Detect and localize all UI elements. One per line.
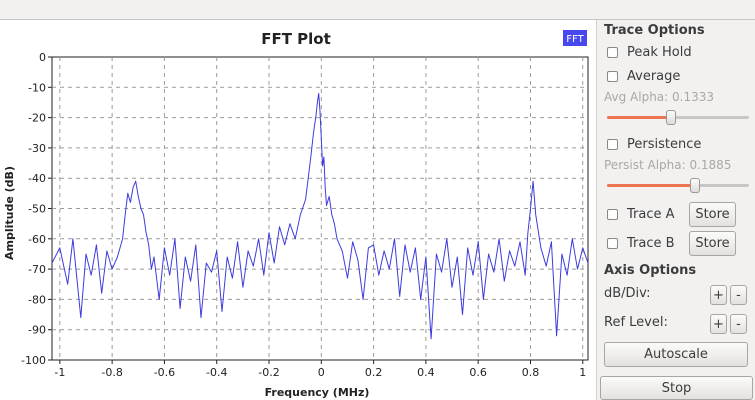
peak-hold-label: Peak Hold [627, 44, 692, 60]
axis-options-title: Axis Options [604, 263, 697, 278]
trace-b-store-button[interactable]: Store [689, 231, 736, 256]
x-tick-label: -0.8 [101, 366, 122, 379]
y-tick-label: -30 [28, 142, 46, 155]
average-checkbox-box[interactable] [607, 70, 618, 82]
window-top-bar [0, 0, 755, 20]
avg-alpha-slider[interactable] [607, 110, 749, 126]
persistence-checkbox-box[interactable] [607, 138, 618, 150]
y-tick-label: -80 [28, 293, 46, 306]
x-tick-label: -0.4 [206, 366, 227, 379]
y-tick-label: -50 [28, 203, 46, 216]
x-tick-label: 0.8 [522, 366, 540, 379]
trace-b-checkbox-box[interactable] [607, 237, 618, 249]
db-div-label: dB/Div: [604, 286, 651, 301]
persistence-checkbox[interactable]: Persistence [607, 135, 701, 153]
trace-b-checkbox[interactable]: Trace B [607, 234, 675, 252]
ref-level-increase-button[interactable]: + [710, 314, 727, 334]
x-tick-label: 0.6 [469, 366, 487, 379]
control-panel: Trace Options Peak Hold Average Avg Alph… [596, 20, 755, 400]
trace-b-label: Trace B [627, 235, 675, 251]
x-tick-label: 0.4 [417, 366, 435, 379]
persist-alpha-slider-handle[interactable] [689, 178, 700, 193]
legend-label: FFT [566, 34, 584, 45]
trace-a-label: Trace A [627, 206, 675, 222]
stop-button[interactable]: Stop [600, 376, 753, 400]
db-div-decrease-button[interactable]: - [730, 285, 747, 305]
y-tick-label: -60 [28, 233, 46, 246]
autoscale-button[interactable]: Autoscale [604, 342, 748, 367]
avg-alpha-label: Avg Alpha: 0.1333 [604, 90, 715, 104]
ref-level-decrease-button[interactable]: - [730, 314, 747, 334]
trace-a-store-button[interactable]: Store [689, 202, 736, 227]
ref-level-label: Ref Level: [604, 315, 668, 330]
y-tick-label: 0 [39, 51, 46, 64]
trace-options-title: Trace Options [604, 23, 705, 38]
fft-trace-line [51, 92, 589, 340]
x-tick-label: -1 [54, 366, 65, 379]
legend-fft: FFT [563, 30, 587, 46]
y-tick-label: -10 [28, 81, 46, 94]
avg-alpha-slider-handle[interactable] [665, 110, 676, 125]
trace-a-checkbox[interactable]: Trace A [607, 205, 675, 223]
average-label: Average [627, 68, 681, 84]
legend-swatch [563, 30, 587, 46]
y-tick-label: -40 [28, 172, 46, 185]
persistence-label: Persistence [627, 136, 702, 152]
average-checkbox[interactable]: Average [607, 67, 680, 85]
peak-hold-checkbox[interactable]: Peak Hold [607, 43, 692, 61]
y-tick-label: -90 [28, 324, 46, 337]
x-tick-label: 0 [318, 366, 325, 379]
y-tick-label: -70 [28, 263, 46, 276]
x-tick-label: 0.2 [365, 366, 383, 379]
fft-plot[interactable]: 0 -10 -20 -30 -40 -50 -60 -70 -80 -90 -100 -1 -0.8 -0… [0, 20, 596, 400]
persist-alpha-slider[interactable] [607, 178, 749, 194]
x-tick-label: 1 [579, 366, 586, 379]
trace-a-checkbox-box[interactable] [607, 208, 618, 220]
x-tick-label: -0.6 [154, 366, 175, 379]
y-tick-label: -100 [21, 354, 46, 367]
peak-hold-checkbox-box[interactable] [607, 46, 618, 58]
x-tick-label: -0.2 [258, 366, 279, 379]
fft-plot-svg[interactable]: 0 -10 -20 -30 -40 -50 -60 -70 -80 -90 -100 -1 -0.8 -0… [0, 20, 596, 400]
plot-title: FFT Plot [261, 30, 331, 48]
y-tick-label: -20 [28, 112, 46, 125]
db-div-increase-button[interactable]: + [710, 285, 727, 305]
y-axis-label: Amplitude (dB) [3, 166, 16, 260]
x-axis-label: Frequency (MHz) [265, 386, 370, 399]
persist-alpha-label: Persist Alpha: 0.1885 [604, 158, 732, 172]
